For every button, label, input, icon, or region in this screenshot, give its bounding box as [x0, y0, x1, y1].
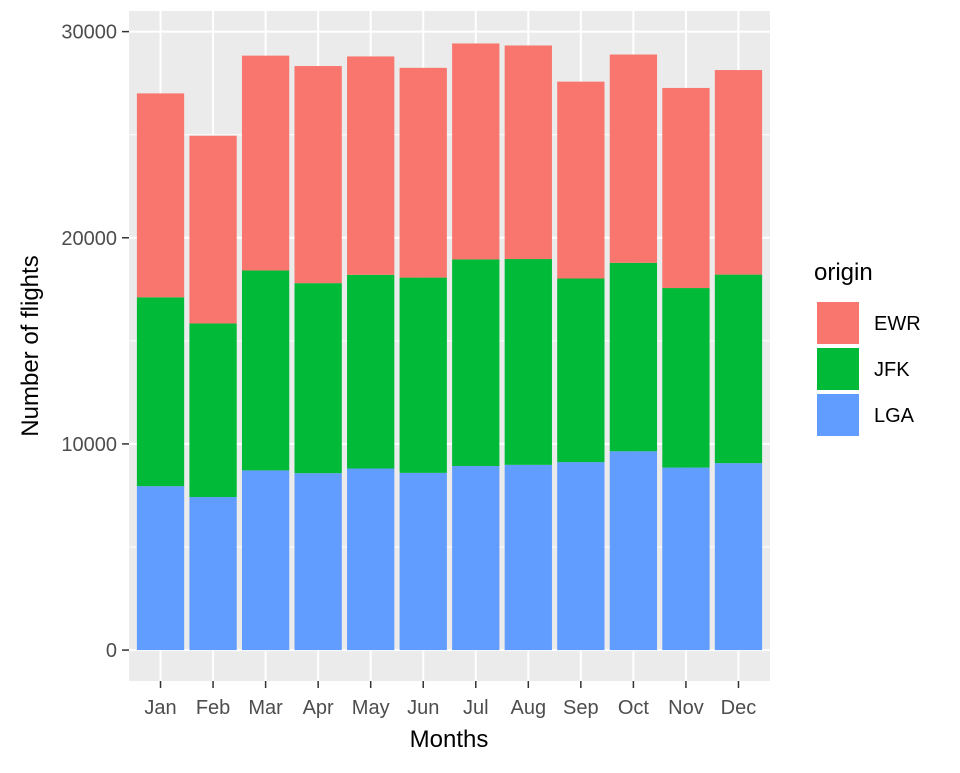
x-tick-label-jul: Jul	[463, 697, 489, 719]
y-tick-label: 20000	[61, 228, 117, 250]
bar-segment-ewr-aug	[504, 45, 552, 260]
bar-segment-ewr-mar	[241, 55, 290, 271]
bar-segment-ewr-feb	[189, 135, 237, 324]
bar-segment-ewr-oct	[609, 54, 658, 263]
legend-key-lga	[815, 392, 861, 438]
legend-title: origin	[814, 259, 873, 286]
bar-segment-jfk-sep	[557, 278, 605, 463]
axes: 0 10000 20000 30000 Jan Feb Mar Apr May Jun Jul Aug…	[61, 22, 756, 719]
bar-segment-ewr-jul	[452, 43, 500, 260]
legend: origin EWR JFK LGA	[814, 259, 921, 438]
legend-label-ewr: EWR	[874, 313, 921, 335]
bar-segment-lga-oct	[609, 451, 658, 651]
y-axis-title: Number of flights	[17, 255, 44, 436]
x-tick-label-may: May	[352, 697, 390, 719]
bar-segment-jfk-mar	[241, 270, 290, 471]
bar-segment-lga-dec	[714, 463, 763, 651]
x-tick-label-jun: Jun	[407, 697, 439, 719]
bar-segment-jfk-feb	[189, 323, 237, 498]
bar-segment-ewr-apr	[294, 66, 342, 284]
x-tick-label-dec: Dec	[721, 697, 757, 719]
x-tick-label-jan: Jan	[144, 697, 176, 719]
bar-segment-lga-jun	[399, 472, 447, 651]
bar-segment-jfk-jul	[452, 259, 500, 467]
bar-segment-lga-aug	[504, 464, 552, 651]
bar-segment-ewr-sep	[557, 81, 605, 279]
x-tick-label-aug: Aug	[511, 697, 547, 719]
x-tick-label-sep: Sep	[563, 697, 599, 719]
x-tick-label-feb: Feb	[196, 697, 230, 719]
x-tick-label-mar: Mar	[248, 697, 283, 719]
bar-segment-lga-apr	[294, 473, 342, 651]
bar-segment-ewr-jun	[399, 67, 447, 278]
y-tick-label: 30000	[61, 22, 117, 44]
bar-segment-lga-may	[347, 468, 395, 651]
bar-segment-jfk-oct	[609, 262, 658, 452]
legend-label-lga: LGA	[874, 405, 915, 427]
bar-segment-ewr-dec	[714, 70, 763, 275]
bar-segment-jfk-jan	[136, 297, 185, 487]
bar-segment-ewr-jan	[136, 93, 185, 298]
y-tick-label: 0	[106, 640, 117, 662]
bar-segment-jfk-may	[347, 274, 395, 469]
bar-segment-lga-nov	[662, 467, 710, 651]
bar-segment-jfk-aug	[504, 259, 552, 465]
bar-segment-jfk-jun	[399, 277, 447, 473]
bars	[136, 43, 763, 651]
bar-segment-jfk-dec	[714, 274, 763, 464]
legend-key-jfk	[815, 346, 861, 392]
x-tick-label-apr: Apr	[303, 697, 334, 719]
bar-segment-lga-sep	[557, 462, 605, 651]
x-tick-label-nov: Nov	[668, 697, 704, 719]
legend-key-ewr	[815, 300, 861, 346]
bar-segment-lga-mar	[241, 470, 290, 651]
bar-segment-jfk-apr	[294, 283, 342, 474]
bar-segment-lga-feb	[189, 497, 237, 651]
x-axis-title: Months	[410, 726, 489, 753]
legend-label-jfk: JFK	[874, 359, 910, 381]
bar-segment-lga-jan	[136, 486, 185, 651]
bar-segment-ewr-may	[347, 56, 395, 275]
y-tick-label: 10000	[61, 434, 117, 456]
x-tick-label-oct: Oct	[618, 697, 650, 719]
bar-segment-ewr-nov	[662, 87, 710, 289]
bar-segment-jfk-nov	[662, 288, 710, 468]
bar-segment-lga-jul	[452, 466, 500, 651]
